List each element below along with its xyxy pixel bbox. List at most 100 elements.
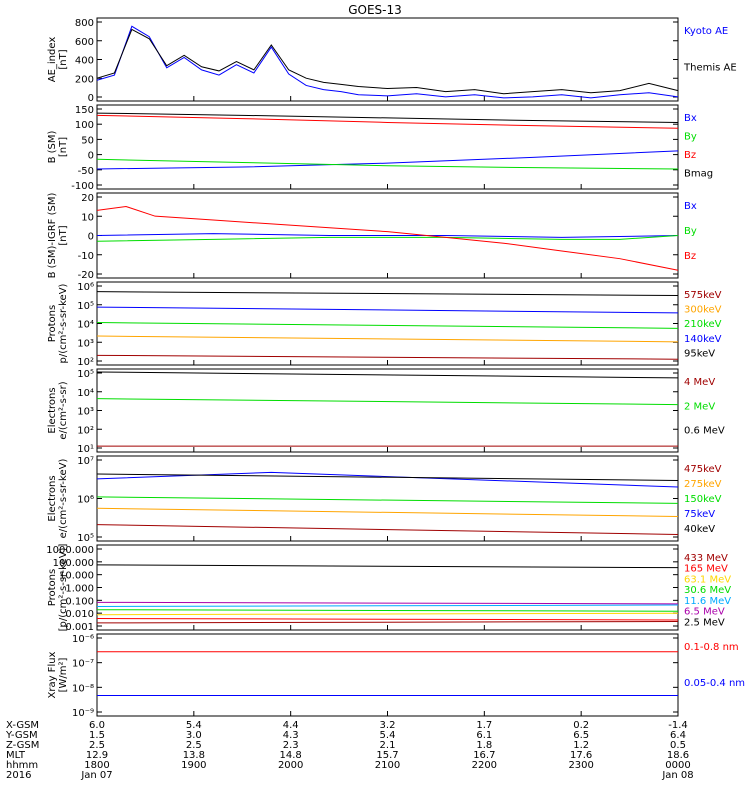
- x-axis-value: 0.2: [573, 720, 589, 731]
- series-line-By: [96, 235, 679, 242]
- legend-entry: 433 MeV: [684, 553, 728, 564]
- panel-frame: [96, 368, 679, 453]
- legend-entry: 165 MeV: [684, 564, 728, 575]
- y-tick-label: 10⁶: [77, 495, 94, 506]
- series-line-575keV: [96, 354, 679, 360]
- legend-entry: Bz: [684, 251, 696, 262]
- y-tick-label: 10⁴: [77, 320, 94, 331]
- x-axis-value: Jan 08: [661, 770, 693, 781]
- x-axis-value: 2.1: [380, 740, 396, 751]
- y-axis-label: e/(cm²-s-sr-keV): [58, 459, 69, 539]
- x-axis-value: 4.4: [283, 720, 299, 731]
- y-axis-label: B (SM)-IGRF (SM): [47, 193, 58, 279]
- legend-entry: Bmag: [684, 169, 713, 180]
- legend-entry: 575keV: [684, 290, 722, 301]
- x-axis-row-label: X-GSM: [6, 720, 39, 731]
- y-tick-label: 400: [75, 56, 94, 67]
- x-axis-value: 0000: [665, 760, 690, 771]
- panel-protons2: 1000.000 100.000 10.000 1.0000.100 0.010 0.00…: [46, 544, 731, 633]
- y-tick-label: 200: [75, 74, 94, 85]
- x-axis-value: 2.3: [283, 740, 299, 751]
- panel-ae: 800 600 400 200 0 AE_index [nT] Kyoto AE Themis …: [47, 17, 737, 104]
- legend-entry: 140keV: [684, 334, 722, 345]
- series-line-140keV: [96, 306, 679, 314]
- series-line-11.6-MeV: [96, 604, 679, 608]
- x-axis-value: 6.0: [89, 720, 105, 731]
- y-tick-label: 150: [75, 105, 94, 116]
- x-axis-value: 1900: [181, 760, 206, 771]
- legend-entry: Bx: [684, 113, 697, 124]
- legend-entry: 0.05-0.4 nm: [684, 678, 745, 689]
- legend-entry: 95keV: [684, 348, 715, 359]
- panel-frame: [96, 633, 679, 717]
- y-tick-label: 10⁵: [77, 533, 94, 544]
- y-tick-label: 10³: [77, 407, 94, 418]
- x-axis-value: 4.3: [283, 730, 299, 741]
- x-axis-value: 18.6: [667, 750, 689, 761]
- series-line-Bz: [96, 114, 679, 129]
- y-tick-label: 800: [75, 18, 94, 29]
- series-line-40keV: [96, 473, 679, 482]
- y-tick-label: 100: [75, 120, 94, 131]
- legend-entry: 275keV: [684, 479, 722, 490]
- x-axis-row-label: Y-GSM: [5, 730, 38, 741]
- y-tick-label: 10⁶: [77, 282, 94, 293]
- legend-entry: Themis AE: [683, 63, 737, 74]
- y-tick-label: 10.000: [59, 571, 94, 582]
- series-line-275keV: [96, 507, 679, 517]
- y-axis-label: B (SM): [47, 130, 58, 163]
- y-axis-label: [nT]: [58, 225, 69, 245]
- x-axis-value: 12.9: [86, 750, 108, 761]
- x-axis-value: 5.4: [380, 730, 396, 741]
- x-axis-value: 2300: [568, 760, 593, 771]
- y-tick-label: 0: [88, 93, 94, 104]
- y-tick-label: 0.001: [65, 622, 94, 633]
- x-axis-value: 0.5: [670, 740, 686, 751]
- y-tick-label: 10²: [77, 425, 94, 436]
- x-axis-value: 3.2: [380, 720, 396, 731]
- series-line-Bmag: [96, 112, 679, 123]
- y-axis-label: Electrons: [47, 475, 58, 521]
- legend-entry: 475keV: [684, 464, 722, 475]
- y-tick-label: 1.000: [65, 584, 94, 595]
- legend-entry: Kyoto AE: [684, 26, 728, 37]
- y-tick-label: 0.010: [65, 609, 94, 620]
- y-axis-label: p/(cm²-s-sr-keV): [58, 283, 69, 363]
- y-axis-label: e/(cm²-s-sr): [58, 381, 69, 439]
- series-line-63.1-MeV: [96, 612, 679, 616]
- legend-entry: 6.5 MeV: [684, 607, 725, 618]
- x-axis-value: 1800: [84, 760, 109, 771]
- y-tick-label: 10¹: [77, 444, 94, 455]
- x-axis-value: 15.7: [376, 750, 398, 761]
- legend-entry: 210keV: [684, 319, 722, 330]
- y-tick-label: 0: [88, 232, 94, 243]
- series-line-Themis-AE: [96, 28, 679, 95]
- series-line-165-MeV: [96, 618, 679, 621]
- panel-electrons1: 10⁵ 10⁴ 10³ 10² 10¹ Electrons e/(cm²-s-sr) 4 Me…: [47, 368, 725, 455]
- x-axis-value: 6.5: [573, 730, 589, 741]
- legend-entry: 0.1-0.8 nm: [684, 642, 739, 653]
- legend-entry: 0.6 MeV: [684, 426, 725, 437]
- y-axis-label: AE_index: [47, 37, 58, 83]
- series-line-0.6-MeV: [96, 371, 679, 379]
- series-line-Bx: [96, 233, 679, 238]
- plot-title: GOES-13: [348, 3, 402, 17]
- x-axis-value: 1.7: [476, 720, 492, 731]
- legend-entry: Bz: [684, 150, 696, 161]
- series-line-300keV: [96, 335, 679, 343]
- series-line-Bz: [96, 206, 679, 271]
- series-line-210keV: [96, 322, 679, 329]
- y-tick-label: -50: [78, 166, 94, 177]
- x-axis-value: 5.4: [186, 720, 202, 731]
- y-tick-label: -10: [78, 251, 94, 262]
- y-axis-label: [p/(cm²-s-sr-keV)]: [58, 544, 69, 632]
- panel-electrons2: 10⁷ 10⁶ 10⁵ Electrons e/(cm²-s-sr-keV) 475keV…: [47, 455, 722, 544]
- series-line-By: [96, 158, 679, 170]
- y-tick-label: 10⁵: [77, 369, 94, 380]
- legend-entry: 63.1 MeV: [684, 574, 731, 585]
- y-tick-label: 10⁻⁶: [72, 634, 94, 645]
- y-axis-label: [nT]: [58, 49, 69, 69]
- y-tick-label: 1000.000: [46, 545, 94, 556]
- legend-entry: 30.6 MeV: [684, 585, 731, 596]
